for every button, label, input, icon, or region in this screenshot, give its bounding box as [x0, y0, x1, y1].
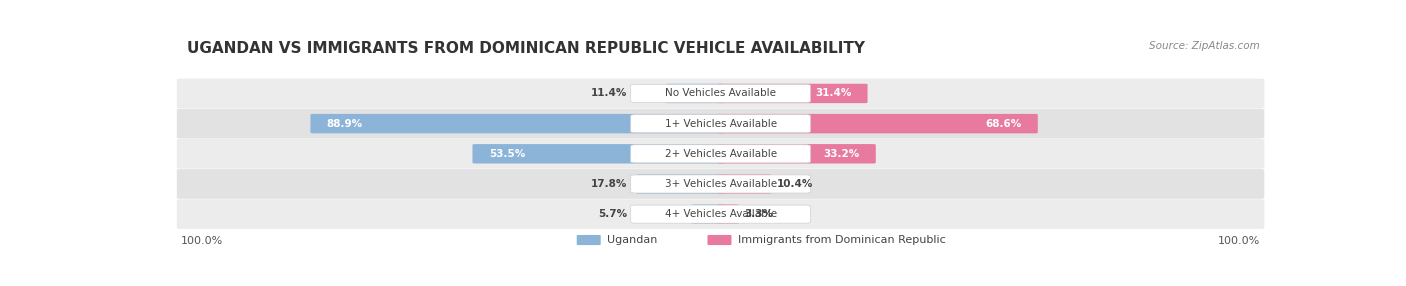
FancyBboxPatch shape	[717, 174, 772, 194]
Text: 17.8%: 17.8%	[591, 179, 627, 189]
Text: 68.6%: 68.6%	[986, 119, 1021, 129]
Text: 53.5%: 53.5%	[489, 149, 524, 159]
FancyBboxPatch shape	[177, 79, 1264, 108]
FancyBboxPatch shape	[177, 199, 1264, 229]
FancyBboxPatch shape	[631, 145, 810, 163]
FancyBboxPatch shape	[631, 175, 810, 193]
FancyBboxPatch shape	[636, 174, 724, 194]
Text: 3.3%: 3.3%	[744, 209, 773, 219]
FancyBboxPatch shape	[631, 84, 810, 102]
Text: 4+ Vehicles Available: 4+ Vehicles Available	[665, 209, 776, 219]
FancyBboxPatch shape	[631, 115, 810, 133]
FancyBboxPatch shape	[707, 235, 731, 245]
Text: 3+ Vehicles Available: 3+ Vehicles Available	[665, 179, 776, 189]
Text: 31.4%: 31.4%	[815, 88, 851, 98]
Text: 5.7%: 5.7%	[599, 209, 627, 219]
FancyBboxPatch shape	[631, 205, 810, 223]
Text: No Vehicles Available: No Vehicles Available	[665, 88, 776, 98]
FancyBboxPatch shape	[717, 84, 868, 103]
FancyBboxPatch shape	[665, 84, 724, 103]
FancyBboxPatch shape	[692, 204, 724, 224]
Text: Ugandan: Ugandan	[607, 235, 658, 245]
Text: Source: ZipAtlas.com: Source: ZipAtlas.com	[1149, 41, 1260, 51]
FancyBboxPatch shape	[177, 109, 1264, 138]
Text: Immigrants from Dominican Republic: Immigrants from Dominican Republic	[738, 235, 946, 245]
Text: 11.4%: 11.4%	[591, 88, 627, 98]
Text: UGANDAN VS IMMIGRANTS FROM DOMINICAN REPUBLIC VEHICLE AVAILABILITY: UGANDAN VS IMMIGRANTS FROM DOMINICAN REP…	[187, 41, 865, 56]
FancyBboxPatch shape	[177, 139, 1264, 169]
Text: 100.0%: 100.0%	[181, 236, 224, 246]
FancyBboxPatch shape	[717, 114, 1038, 133]
Text: 1+ Vehicles Available: 1+ Vehicles Available	[665, 119, 776, 129]
Text: 10.4%: 10.4%	[778, 179, 813, 189]
Text: 33.2%: 33.2%	[823, 149, 859, 159]
FancyBboxPatch shape	[177, 169, 1264, 199]
Text: 2+ Vehicles Available: 2+ Vehicles Available	[665, 149, 776, 159]
FancyBboxPatch shape	[472, 144, 724, 164]
Text: 100.0%: 100.0%	[1218, 236, 1260, 246]
Text: 88.9%: 88.9%	[326, 119, 363, 129]
FancyBboxPatch shape	[576, 235, 600, 245]
FancyBboxPatch shape	[717, 144, 876, 164]
FancyBboxPatch shape	[311, 114, 724, 133]
FancyBboxPatch shape	[717, 204, 740, 224]
